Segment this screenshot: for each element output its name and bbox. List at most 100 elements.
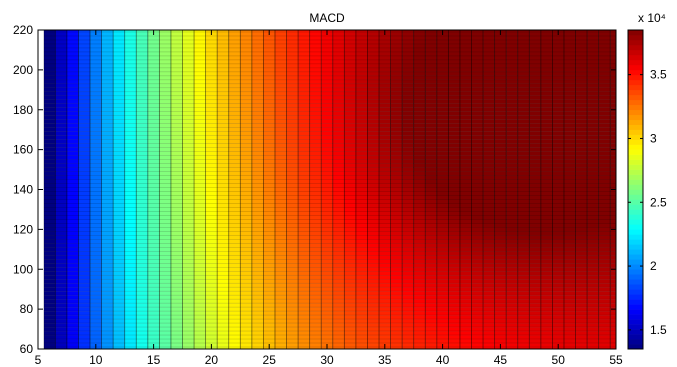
heatmap-cell xyxy=(274,99,287,104)
heatmap-cell xyxy=(194,199,206,204)
heatmap-cell xyxy=(321,211,333,216)
heatmap-cell xyxy=(425,127,437,132)
heatmap-cell xyxy=(587,119,599,124)
heatmap-cell xyxy=(147,231,160,236)
colorbar-segment xyxy=(628,94,643,101)
heatmap-cell xyxy=(170,271,183,276)
heatmap-cell xyxy=(298,75,310,80)
heatmap-cell xyxy=(66,39,79,45)
heatmap-cell xyxy=(228,107,241,112)
heatmap-cell xyxy=(598,199,611,204)
heatmap-cell xyxy=(355,47,368,53)
heatmap-cell xyxy=(436,135,449,140)
heatmap-cell xyxy=(552,251,565,256)
heatmap-cell xyxy=(610,223,617,228)
heatmap-cell xyxy=(43,315,56,320)
heatmap-cell xyxy=(263,219,276,224)
heatmap-cell xyxy=(298,247,310,252)
heatmap-cell xyxy=(529,135,541,140)
heatmap-cell xyxy=(90,51,102,57)
heatmap-cell xyxy=(217,279,229,284)
heatmap-cell xyxy=(90,203,102,208)
heatmap-cell xyxy=(367,119,380,124)
heatmap-cell xyxy=(390,103,403,108)
heatmap-cell xyxy=(367,211,380,216)
heatmap-cell xyxy=(55,323,67,328)
heatmap-cell xyxy=(182,163,195,168)
heatmap-cell xyxy=(529,171,541,176)
heatmap-cell xyxy=(251,55,264,61)
heatmap-cell xyxy=(217,151,229,156)
heatmap-cell xyxy=(344,43,356,49)
heatmap-cell xyxy=(159,195,172,200)
heatmap-cell xyxy=(459,119,472,124)
heatmap-cell xyxy=(182,235,195,240)
heatmap-cell xyxy=(483,187,495,192)
heatmap-cell xyxy=(55,311,67,316)
heatmap-cell xyxy=(563,59,576,64)
heatmap-cell xyxy=(124,299,137,304)
heatmap-cell xyxy=(263,315,276,320)
heatmap-cell xyxy=(540,31,553,37)
heatmap-cell xyxy=(113,95,125,100)
heatmap-cell xyxy=(344,283,356,288)
heatmap-cell xyxy=(217,347,229,350)
heatmap-cell xyxy=(194,151,206,156)
heatmap-cell xyxy=(436,115,449,120)
heatmap-cell xyxy=(598,291,611,296)
heatmap-cell xyxy=(367,287,380,292)
heatmap-cell xyxy=(263,327,276,332)
heatmap-cell xyxy=(355,155,368,160)
heatmap-cell xyxy=(355,267,368,272)
heatmap-cell xyxy=(552,39,565,45)
heatmap-cell xyxy=(332,183,345,188)
heatmap-cell xyxy=(425,335,437,340)
heatmap-cell xyxy=(66,119,79,124)
heatmap-cell xyxy=(517,239,530,244)
heatmap-cell xyxy=(124,335,137,340)
heatmap-cell xyxy=(159,311,172,316)
heatmap-cell xyxy=(78,43,91,49)
heatmap-cell xyxy=(517,30,530,33)
heatmap-cell xyxy=(367,295,380,300)
heatmap-cell xyxy=(78,35,91,41)
heatmap-cell xyxy=(575,31,588,37)
heatmap-cell xyxy=(540,235,553,240)
heatmap-cell xyxy=(587,95,599,100)
heatmap-cell xyxy=(390,63,403,68)
heatmap-cell xyxy=(78,235,91,240)
heatmap-cell xyxy=(540,187,553,192)
heatmap-cell xyxy=(598,135,611,140)
heatmap-cell xyxy=(274,291,287,296)
heatmap-cell xyxy=(471,203,484,208)
heatmap-cell xyxy=(436,315,449,320)
heatmap-cell xyxy=(321,43,333,49)
heatmap-cell xyxy=(205,203,218,208)
heatmap-cell xyxy=(367,187,380,192)
heatmap-cell xyxy=(471,227,484,232)
heatmap-cell xyxy=(194,295,206,300)
heatmap-cell xyxy=(182,303,195,308)
heatmap-cell xyxy=(552,47,565,53)
heatmap-cell xyxy=(182,191,195,196)
heatmap-cell xyxy=(147,119,160,124)
heatmap-cell xyxy=(390,219,403,224)
heatmap-cell xyxy=(90,95,102,100)
heatmap-cell xyxy=(575,191,588,196)
heatmap-cell xyxy=(274,127,287,132)
heatmap-cell xyxy=(321,259,333,264)
heatmap-cell xyxy=(379,51,391,57)
colorbar-segment xyxy=(628,204,643,210)
heatmap-cell xyxy=(101,103,114,108)
heatmap-cell xyxy=(251,143,264,148)
heatmap-cell xyxy=(448,347,461,350)
heatmap-cell xyxy=(344,247,356,252)
heatmap-cell xyxy=(390,243,403,248)
heatmap-cell xyxy=(540,255,553,260)
heatmap-cell xyxy=(517,267,530,272)
heatmap-cell xyxy=(240,55,252,61)
heatmap-cell xyxy=(425,287,437,292)
heatmap-cell xyxy=(101,307,114,312)
heatmap-cell xyxy=(598,287,611,292)
heatmap-cell xyxy=(575,167,588,172)
